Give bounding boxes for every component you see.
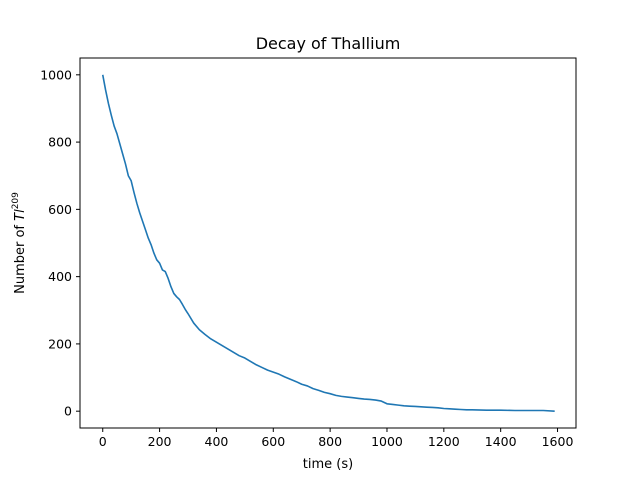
y-tick-label: 400 [48, 269, 72, 284]
y-tick-label: 200 [48, 336, 72, 351]
x-tick-label: 200 [148, 434, 172, 449]
x-tick-label: 400 [205, 434, 229, 449]
y-tick-label: 1000 [40, 67, 72, 82]
x-ticks: 0 200 400 600 800 1000 1200 1400 1600 [99, 428, 574, 449]
x-tick-label: 800 [318, 434, 342, 449]
y-axis-label-prefix: Number of [13, 221, 28, 294]
x-tick-label: 1400 [485, 434, 517, 449]
y-ticks: 0 200 400 600 800 1000 [40, 67, 80, 419]
y-tick-label: 800 [48, 135, 72, 150]
axes-frame [79, 57, 577, 429]
x-tick-label: 0 [99, 434, 107, 449]
y-axis-label-superscript: 209 [11, 192, 21, 209]
x-tick-label: 1000 [371, 434, 403, 449]
chart-title: Decay of Thallium [256, 34, 401, 53]
x-tick-label: 600 [261, 434, 285, 449]
series-line-0 [101, 74, 555, 412]
y-axis-label-symbol: Tl [13, 209, 28, 221]
y-tick-label: 600 [48, 202, 72, 217]
x-axis-label: time (s) [303, 457, 353, 472]
plot-layer [101, 74, 555, 412]
x-tick-label: 1600 [542, 434, 574, 449]
y-axis-label: Number of Tl209 [11, 192, 28, 294]
y-tick-label: 0 [64, 404, 72, 419]
x-tick-label: 1200 [428, 434, 460, 449]
